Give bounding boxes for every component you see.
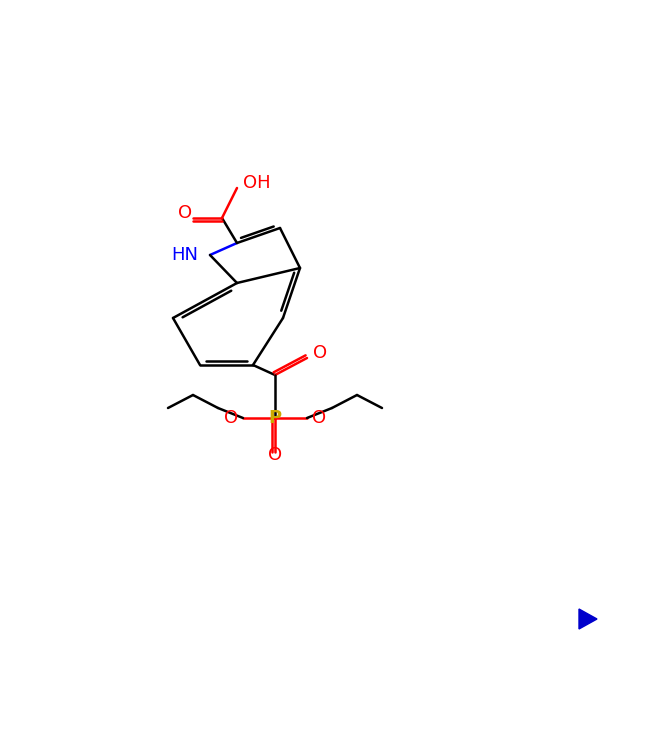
Text: O: O	[268, 446, 282, 464]
Text: HN: HN	[171, 246, 198, 264]
Text: P: P	[268, 409, 282, 427]
Polygon shape	[579, 609, 597, 629]
Text: O: O	[224, 409, 238, 427]
Text: O: O	[312, 409, 326, 427]
Text: O: O	[178, 204, 192, 222]
Text: O: O	[313, 344, 327, 362]
Text: OH: OH	[243, 174, 271, 192]
